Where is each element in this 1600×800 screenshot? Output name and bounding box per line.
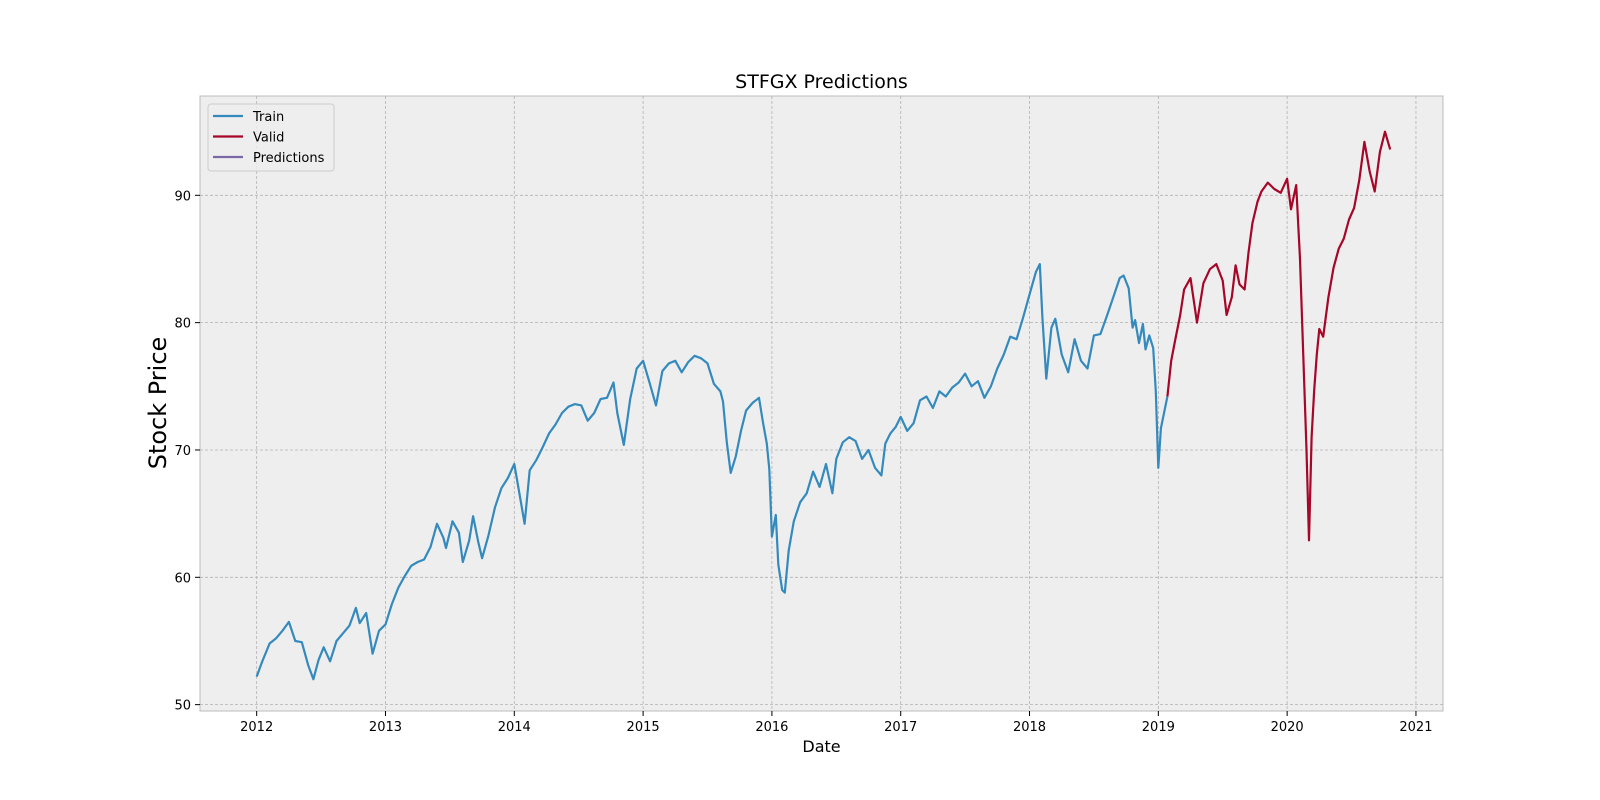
legend-label-valid: Valid [253, 131, 284, 146]
series-layer [255, 130, 1392, 681]
legend: Train Valid Predictions [207, 103, 335, 172]
x-tick-label: 2017 [884, 720, 917, 735]
x-tick-label: 2021 [1399, 720, 1432, 735]
plot-area [199, 95, 1444, 712]
x-tick-label: 2013 [369, 720, 402, 735]
y-tick-label: 80 [174, 317, 191, 332]
y-tick-label: 70 [174, 444, 191, 459]
x-tick-label: 2020 [1271, 720, 1304, 735]
x-tick-label: 2014 [498, 720, 531, 735]
x-tick-label: 2019 [1142, 720, 1175, 735]
y-tick-label: 60 [174, 571, 191, 586]
y-axis-title: Stock Price [144, 337, 172, 470]
chart-title: STFGX Predictions [735, 71, 908, 93]
y-tick-label: 90 [174, 189, 191, 204]
x-tick-label: 2018 [1013, 720, 1046, 735]
series-line-train [255, 263, 1169, 681]
legend-box [207, 103, 335, 172]
x-tick-label: 2016 [755, 720, 788, 735]
y-axis: 50 60 70 80 90 [174, 189, 200, 714]
x-axis: 2012 2013 2014 2015 2016 2017 2018 2019 2020 2021 [240, 711, 1432, 735]
plot-background [199, 95, 1444, 712]
x-tick-label: 2012 [240, 720, 273, 735]
legend-label-train: Train [252, 110, 284, 125]
x-axis-title: Date [802, 737, 840, 756]
y-tick-label: 50 [174, 699, 191, 714]
series-line-valid [1166, 130, 1392, 542]
x-tick-label: 2015 [627, 720, 660, 735]
legend-label-predictions: Predictions [253, 151, 325, 166]
grid [200, 96, 1443, 711]
